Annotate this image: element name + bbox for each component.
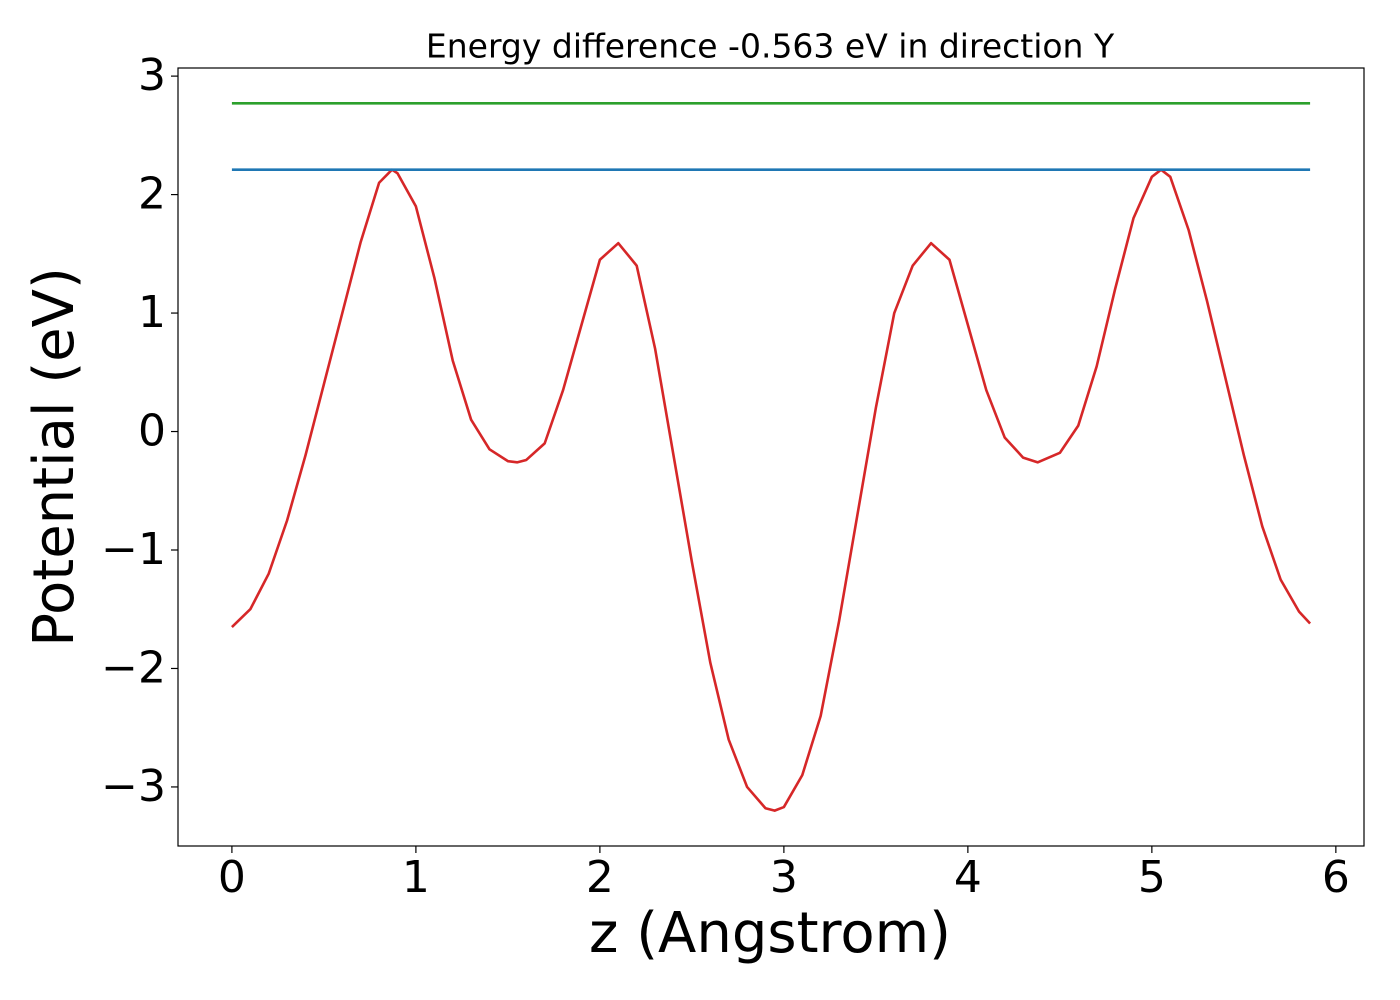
y-axis-label: Potential (eV) (22, 267, 87, 647)
y-tick-label: 0 (138, 406, 166, 457)
y-tick-label: 1 (138, 287, 166, 338)
x-tick-label: 6 (1322, 852, 1350, 903)
chart-title: Energy difference -0.563 eV in direction… (426, 27, 1115, 66)
plot-frame (177, 67, 1365, 847)
y-tick-label: −1 (101, 524, 166, 575)
x-tick-label: 1 (402, 852, 430, 903)
x-tick-label: 0 (218, 852, 246, 903)
y-tick-label: 3 (138, 50, 166, 101)
y-tick-label: −2 (101, 642, 166, 693)
y-tick-label: 2 (138, 169, 166, 220)
line-series (231, 168, 1312, 812)
x-tick-label: 5 (1138, 852, 1166, 903)
x-tick-label: 2 (586, 852, 614, 903)
y-tick-label: −3 (101, 761, 166, 812)
x-tick-label: 4 (954, 852, 982, 903)
x-tick-label: 3 (770, 852, 798, 903)
x-axis-label: z (Angstrom) (589, 901, 951, 966)
